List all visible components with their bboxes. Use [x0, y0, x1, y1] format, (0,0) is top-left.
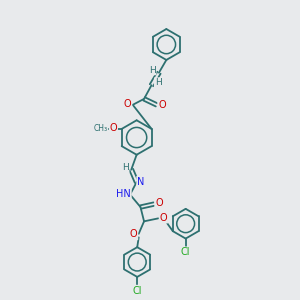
Text: Cl: Cl [181, 247, 190, 257]
Text: H: H [154, 78, 161, 87]
Text: CH₃: CH₃ [93, 124, 107, 133]
Text: H: H [149, 65, 156, 74]
Text: O: O [155, 199, 163, 208]
Text: O: O [158, 100, 166, 110]
Text: N: N [137, 176, 145, 187]
Text: O: O [124, 99, 131, 109]
Text: Cl: Cl [133, 286, 142, 296]
Text: O: O [160, 213, 167, 223]
Text: H: H [122, 163, 129, 172]
Text: O: O [130, 230, 137, 239]
Text: O: O [110, 123, 117, 133]
Text: HN: HN [116, 189, 131, 199]
